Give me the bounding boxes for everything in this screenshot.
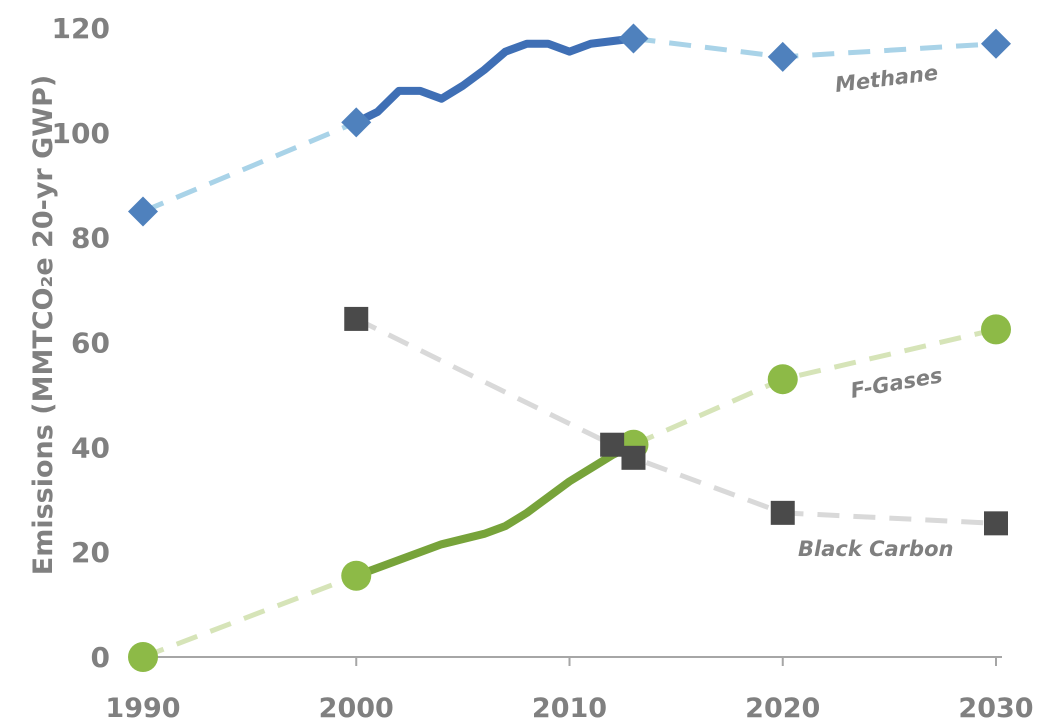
methane-future-projection-line xyxy=(633,36,997,60)
f-gases-point xyxy=(981,314,1011,345)
y-tick-label: 80 xyxy=(71,222,110,255)
x-axis-ticks: 1990 2000 2010 2020 2030 xyxy=(105,657,1034,724)
x-tick-label: 2030 xyxy=(958,693,1033,724)
methane-point xyxy=(981,28,1011,59)
f-gases-point xyxy=(128,642,158,672)
f-gases-point xyxy=(341,560,372,591)
series-label-black-carbon: Black Carbon xyxy=(798,537,953,561)
y-tick-label: 100 xyxy=(52,117,110,150)
black-carbon-point xyxy=(770,500,795,525)
black-carbon-point xyxy=(984,511,1008,536)
methane-historical-line xyxy=(352,34,638,127)
y-tick-label: 60 xyxy=(71,327,110,360)
methane-point xyxy=(341,107,372,138)
x-tick-label: 2010 xyxy=(532,693,607,724)
series-black-carbon xyxy=(344,306,1008,536)
series-group xyxy=(128,23,1011,672)
methane-point xyxy=(618,23,649,54)
series-f-gases xyxy=(128,314,1011,672)
f-gases-point xyxy=(767,364,798,395)
black-carbon-projection-line xyxy=(355,316,997,526)
series-methane xyxy=(128,23,1011,227)
y-tick-label: 40 xyxy=(71,431,110,464)
methane-point xyxy=(128,196,158,227)
y-axis-ticks: 0 20 40 60 80 100 120 xyxy=(52,12,110,674)
x-tick-label: 2000 xyxy=(319,693,394,724)
series-label-fgases: F-Gases xyxy=(849,363,944,403)
y-axis-label: Emissions (MMTCO₂e 20-yr GWP) xyxy=(28,75,59,575)
black-carbon-point xyxy=(344,306,369,331)
black-carbon-point xyxy=(621,445,646,470)
x-tick-label: 1990 xyxy=(105,693,180,724)
methane-point xyxy=(767,41,798,72)
x-tick-label: 2020 xyxy=(745,693,820,724)
f-gases-projection-line xyxy=(142,573,358,660)
y-tick-label: 0 xyxy=(91,641,110,674)
f-gases-historical-line xyxy=(352,440,638,580)
series-label-methane: Methane xyxy=(834,61,940,97)
y-tick-label: 120 xyxy=(52,12,110,45)
methane-projection-line xyxy=(142,120,358,214)
y-tick-label: 20 xyxy=(71,536,110,569)
black-carbon-point xyxy=(600,432,625,457)
